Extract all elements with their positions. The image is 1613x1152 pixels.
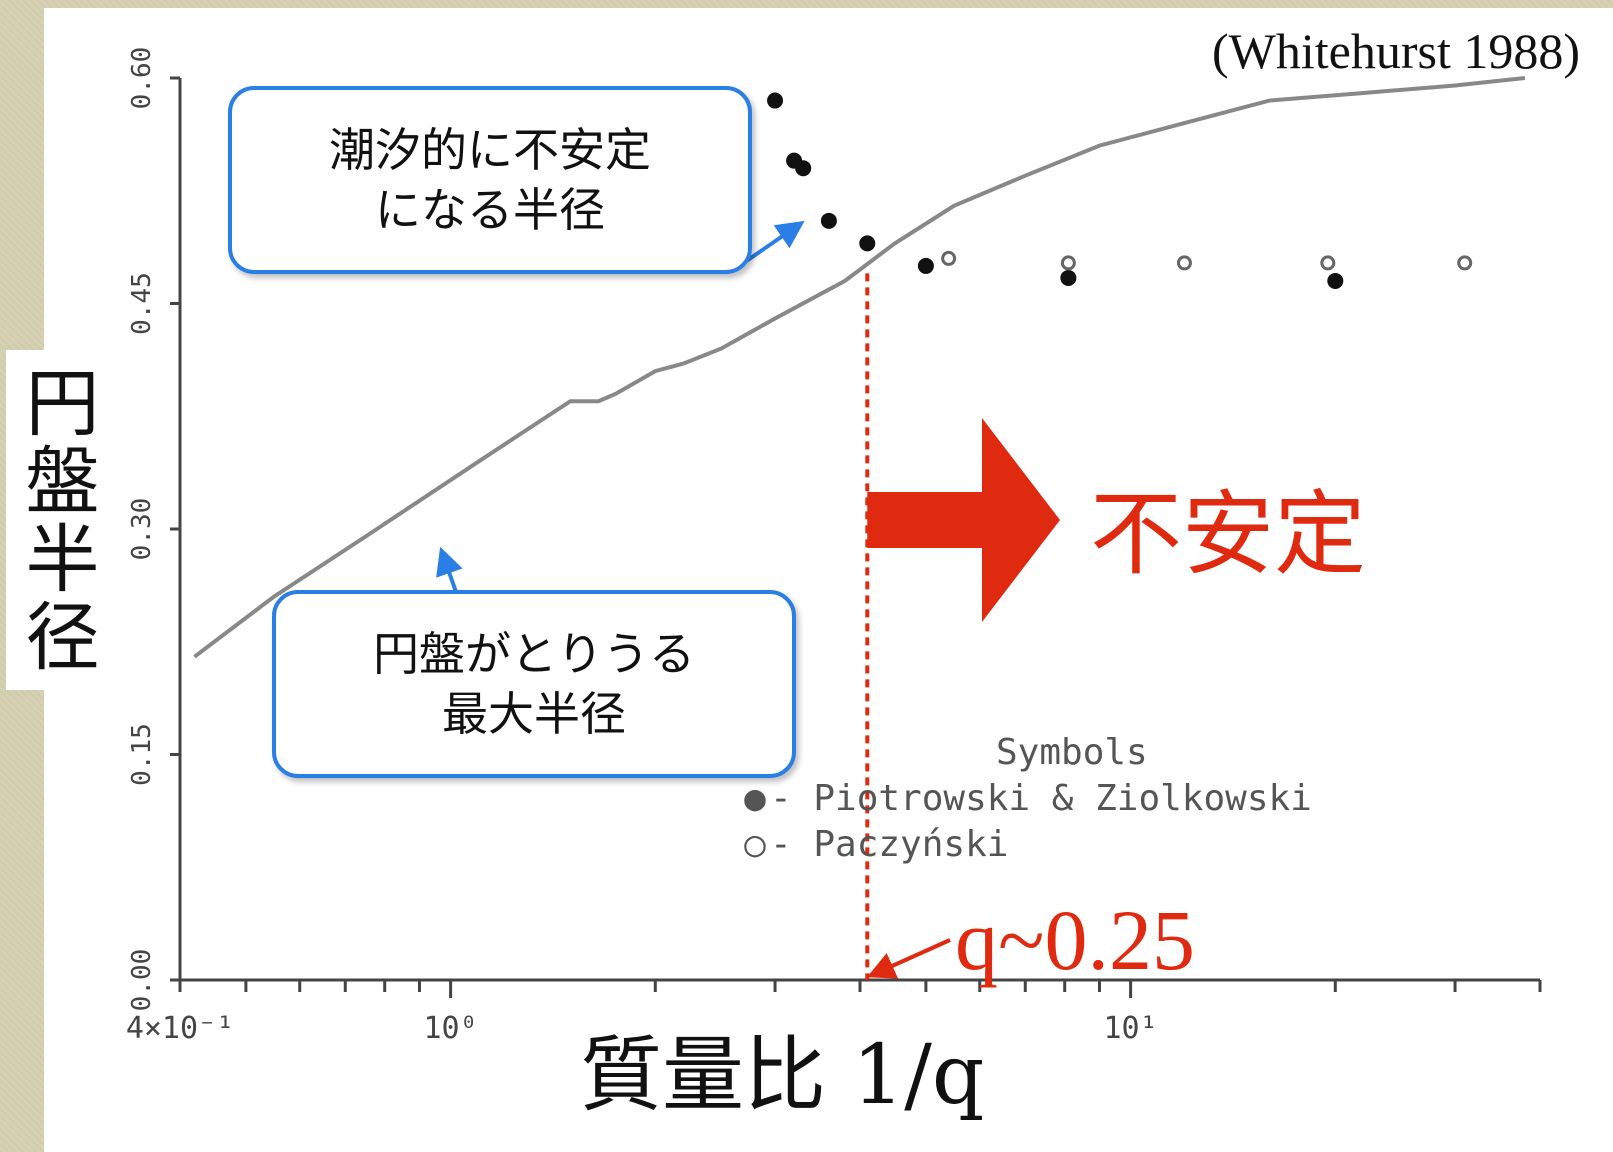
x-tick-label: 10¹ [1104,1011,1158,1046]
callout-tidal-pointer [743,220,805,264]
legend-title: Symbols [996,732,1148,773]
point-piotrowski [859,235,876,252]
point-piotrowski [1327,272,1344,289]
open-dot-icon: ○ [744,824,766,865]
point-paczynski [1457,255,1473,271]
callout-max-line-2: 最大半径 [442,687,626,741]
point-paczynski [941,250,957,266]
citation: (Whitehurst 1988) [1212,23,1580,79]
max-radius-curve [193,76,1526,659]
callout-max-line-1: 円盤がとりうる [373,627,695,681]
legend-item-piotrowski: ● - Piotrowski & Ziolkowski [740,776,1480,822]
legend-item-paczynski: ○ - Paczyński [740,822,1480,868]
axes: 0.00 0.15 0.30 0.45 0.60 4×10⁻¹ 10⁰ 10¹ [126,47,1542,1046]
q-marker-arrow [866,938,951,979]
y-tick-label: 0.00 [127,949,157,1012]
unstable-arrow [867,418,1060,622]
legend-label-paczynski: - Paczyński [770,824,1009,865]
overlay [436,220,1060,980]
legend: Symbols ● - Piotrowski & Ziolkowski ○ - … [740,730,1480,868]
point-paczynski [1060,255,1076,271]
unstable-label: 不安定 [1090,481,1367,588]
y-tick-label: 0.15 [127,723,157,786]
q-marker-label: q~0.25 [955,892,1196,988]
curve-layer [193,76,1526,659]
y-tick-label: 0.45 [127,272,157,335]
data-points [767,92,1473,289]
point-piotrowski [820,212,837,229]
y-tick-label: 0.60 [127,47,157,110]
x-axis-label: 質量比 1/q [580,1028,985,1123]
y-tick-label: 0.30 [127,498,157,561]
point-paczynski [1320,255,1336,271]
legend-label-piotrowski: - Piotrowski & Ziolkowski [770,778,1312,819]
x-tick-label: 4×10⁻¹ [126,1011,234,1046]
callout-tidal-line-2: になる半径 [375,183,605,237]
point-piotrowski [767,92,784,109]
point-paczynski [1176,255,1192,271]
callout-max-radius: 円盤がとりうる 最大半径 [272,590,796,778]
callout-tidal-radius: 潮汐的に不安定 になる半径 [228,86,752,274]
y-axis-label: 円盤半径 [6,350,102,690]
callout-max-pointer [436,546,463,593]
point-piotrowski [917,257,934,274]
point-piotrowski [1060,269,1077,286]
filled-dot-icon: ● [744,778,766,819]
point-piotrowski [795,160,812,177]
x-tick-label: 10⁰ [424,1011,478,1046]
callout-tidal-line-1: 潮汐的に不安定 [329,123,651,177]
